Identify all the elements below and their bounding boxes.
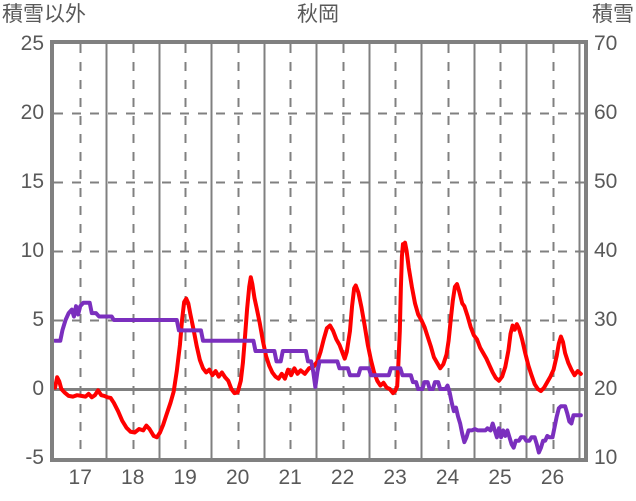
page-title: 秋岡 [297,3,339,26]
left-axis-title: 積雪以外 [2,3,86,26]
series-line-2 [53,300,583,455]
y-axis-right-tick: 10 [594,446,618,469]
y-axis-right-tick: 40 [594,239,618,262]
plot-area [50,40,588,462]
x-axis-tick: 18 [121,466,145,489]
x-axis-tick: 23 [383,466,407,489]
y-axis-left-tick: -5 [25,446,44,469]
y-axis-right-tick: 70 [594,32,618,55]
series-lines [53,240,583,455]
y-axis-left-tick: 20 [20,101,44,124]
y-axis-right-tick: 30 [594,308,618,331]
x-axis-tick: 24 [435,466,460,489]
y-axis-left-tick: 15 [20,170,44,193]
series-line-1 [53,240,583,440]
y-axis-right-tick: 20 [594,377,618,400]
x-axis-tick: 22 [330,466,355,489]
y-axis-right-tick: 50 [594,170,618,193]
x-axis-tick: 21 [278,466,302,489]
right-axis-title: 積雪 [592,3,634,26]
x-axis-tick: 19 [173,466,197,489]
x-axis-tick: 25 [488,466,512,489]
y-axis-left-tick: 25 [20,32,44,55]
y-axis-left-tick: 5 [32,308,44,331]
x-axis-tick: 17 [68,466,92,489]
x-axis-tick: 26 [540,466,565,489]
y-axis-right-tick: 60 [594,101,618,124]
x-axis-tick: 20 [225,466,250,489]
y-axis-left-tick: 0 [32,377,44,400]
y-axis-left-tick: 10 [20,239,44,262]
